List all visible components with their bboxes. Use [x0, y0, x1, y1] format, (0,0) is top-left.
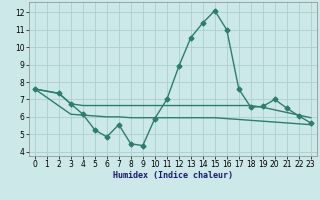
X-axis label: Humidex (Indice chaleur): Humidex (Indice chaleur)	[113, 171, 233, 180]
